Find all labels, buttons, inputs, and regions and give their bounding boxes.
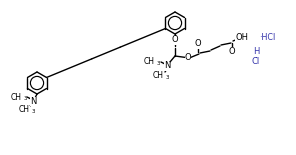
Text: CH: CH [153, 71, 164, 80]
Text: OH: OH [236, 33, 249, 42]
Text: 3: 3 [157, 61, 160, 66]
Text: ·HCl: ·HCl [259, 33, 275, 42]
Text: CH: CH [19, 106, 30, 115]
Text: 3: 3 [166, 75, 170, 80]
Text: N: N [30, 97, 36, 106]
Text: CH: CH [144, 58, 155, 66]
Text: 3: 3 [24, 96, 28, 101]
Text: O: O [195, 40, 201, 49]
Text: O: O [229, 46, 235, 55]
Text: O: O [172, 35, 178, 44]
Text: N: N [164, 62, 170, 71]
Text: Cl: Cl [252, 58, 260, 66]
Text: 3: 3 [32, 109, 36, 114]
Text: H: H [253, 47, 259, 57]
Text: O: O [185, 53, 191, 62]
Text: CH: CH [11, 93, 22, 102]
